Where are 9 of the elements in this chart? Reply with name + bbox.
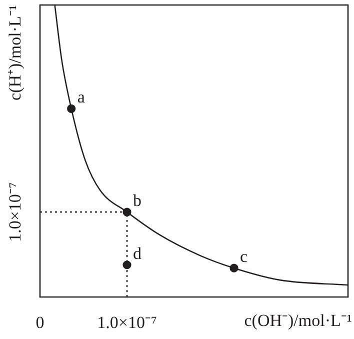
annotation: c xyxy=(240,247,248,266)
point xyxy=(122,260,132,270)
annotation: 1.0×10⁻⁷ xyxy=(5,182,24,242)
x-axis-title: c(OH⁻)/mol·L⁻¹ xyxy=(244,310,352,330)
y-axis-title: c(H⁺)/mol·L⁻¹ xyxy=(5,5,24,100)
annotation: d xyxy=(133,244,142,263)
annotation: a xyxy=(77,88,86,107)
annotation: b xyxy=(133,190,142,210)
x-tick-label: 0 xyxy=(36,312,44,332)
